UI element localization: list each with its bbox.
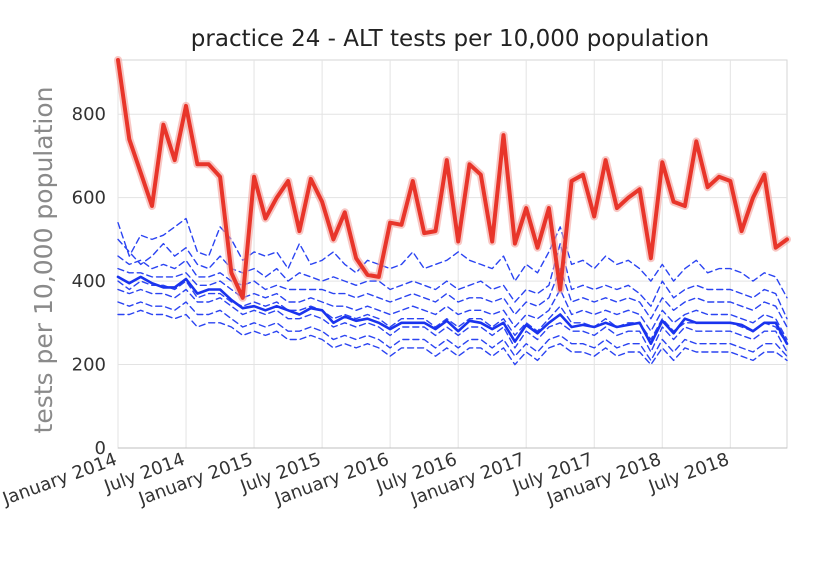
y-tick-label: 800 — [72, 104, 106, 125]
plot-area — [114, 56, 791, 449]
y-tick-label: 200 — [72, 355, 106, 376]
y-tick-labels: 0 200 400 600 800 — [72, 104, 106, 459]
chart-title: practice 24 - ALT tests per 10,000 popul… — [191, 26, 709, 52]
percentile-line-7 — [117, 301, 788, 362]
percentile-line-5 — [117, 267, 788, 341]
plot-background — [117, 59, 788, 449]
y-tick-label: 0 — [95, 438, 106, 459]
percentile-line-6 — [117, 288, 788, 353]
percentile-line-4 — [117, 255, 788, 328]
grid-lines — [117, 60, 787, 449]
percentile-line-3 — [117, 238, 788, 320]
percentile-line-8 — [117, 309, 788, 366]
y-tick-label: 400 — [72, 271, 106, 292]
y-tick-label: 600 — [72, 188, 106, 209]
series-layer — [114, 56, 791, 366]
practice-line — [116, 58, 789, 300]
median-line — [116, 275, 789, 346]
y-axis-label: tests per 10,000 population — [29, 87, 58, 434]
